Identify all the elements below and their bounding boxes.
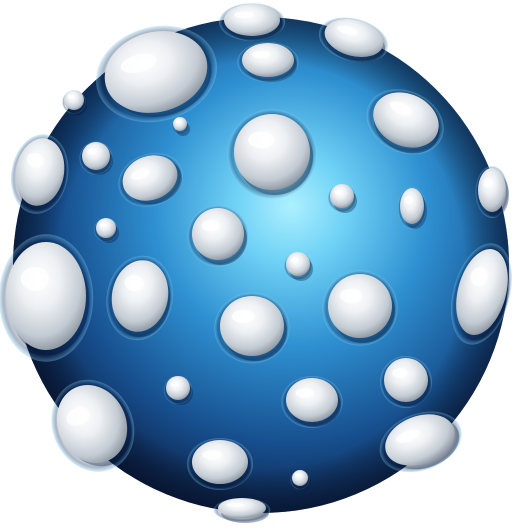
bump-highlight [66, 406, 90, 426]
bump-highlight [67, 94, 75, 100]
bump-highlight [26, 152, 44, 168]
sphere-bump [15, 138, 65, 206]
sphere-bump [328, 274, 392, 338]
bump-highlight [392, 368, 408, 378]
sphere-bump [384, 358, 428, 402]
sphere-bump [220, 296, 284, 356]
bump-highlight [87, 148, 97, 155]
bump-highlight [251, 50, 270, 59]
bump-highlight [124, 275, 145, 292]
bump-highlight [226, 502, 244, 507]
bump-highlight [290, 257, 299, 263]
bump-highlight [120, 53, 157, 74]
sphere-bump [166, 376, 190, 400]
sphere-bump [173, 117, 187, 131]
bump-highlight [294, 473, 301, 478]
bump-highlight [337, 25, 358, 35]
bump-highlight [175, 120, 181, 124]
sphere-bump [242, 43, 294, 77]
sphere-bump [122, 155, 178, 201]
sphere-bump [192, 208, 244, 260]
sphere-bump [218, 498, 266, 518]
bump-highlight [339, 288, 363, 303]
sphere-bump [478, 168, 506, 212]
sphere-bump [56, 385, 128, 463]
sphere-bump [96, 218, 116, 238]
sphere-bump [292, 470, 308, 486]
sphere-bump [111, 260, 169, 332]
sphere-bump [6, 242, 86, 350]
sphere-bump [330, 184, 354, 208]
sphere-bump [286, 378, 338, 422]
bump-highlight [395, 429, 420, 443]
bump-highlight [20, 266, 49, 291]
sphere-bump [234, 114, 310, 190]
bump-highlight [483, 178, 493, 188]
sphere-bump [224, 4, 280, 36]
bump-highlight [334, 189, 343, 195]
bump-highlight [231, 309, 255, 323]
bump-highlight [404, 196, 413, 205]
bump-highlight [234, 11, 254, 19]
sphere-bump [64, 90, 84, 110]
sphere-bump [192, 440, 248, 484]
sphere-bump [456, 249, 508, 335]
sphere-bump [82, 142, 110, 170]
sphere-bump [104, 31, 208, 113]
bump-highlight [201, 219, 220, 232]
bump-highlight [130, 168, 150, 180]
bump-highlight [248, 131, 275, 149]
bump-highlight [470, 267, 488, 287]
bump-highlight [170, 381, 179, 387]
bump-highlight [99, 222, 107, 227]
bump-highlight [389, 101, 412, 116]
sphere-bump [286, 252, 310, 276]
sphere-bump [385, 414, 455, 466]
bump-highlight [202, 450, 222, 460]
sphere-bump [400, 188, 424, 224]
sphere-bump [373, 92, 439, 148]
bump-highlight [295, 388, 314, 398]
